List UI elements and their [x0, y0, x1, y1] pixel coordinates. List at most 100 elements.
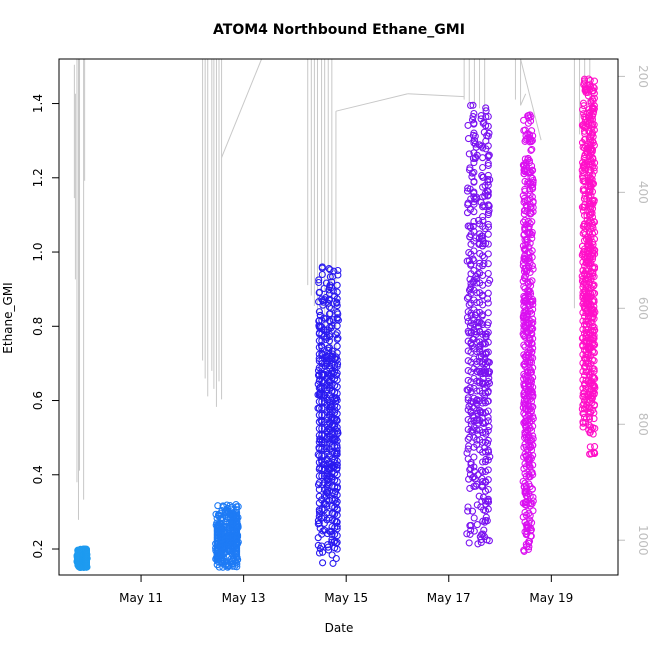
- data-point: [229, 509, 237, 517]
- data-point: [529, 373, 537, 382]
- data-point: [470, 227, 478, 235]
- data-point: [587, 423, 595, 431]
- data-point: [587, 83, 595, 91]
- data-point: [521, 126, 529, 134]
- data-point: [318, 337, 326, 345]
- data-point: [521, 137, 529, 145]
- data-point: [588, 179, 597, 187]
- data-point: [590, 382, 598, 390]
- data-point: [580, 75, 589, 83]
- data-point: [466, 522, 474, 530]
- data-point: [319, 301, 327, 309]
- data-point: [333, 410, 341, 418]
- data-point: [314, 534, 322, 542]
- data-point: [580, 211, 589, 219]
- data-point: [473, 521, 481, 529]
- data-point: [588, 112, 597, 120]
- data-point: [590, 357, 598, 365]
- data-point: [529, 344, 537, 352]
- data-point: [318, 418, 326, 426]
- data-point: [528, 218, 536, 226]
- data-point: [333, 457, 341, 465]
- data-point: [320, 526, 328, 534]
- data-point: [587, 225, 595, 233]
- data-point: [524, 119, 532, 127]
- y-tick-label: 0.6: [31, 391, 45, 410]
- data-point: [484, 417, 492, 425]
- data-point: [323, 482, 331, 490]
- data-point: [464, 222, 472, 230]
- data-point: [333, 349, 341, 357]
- data-point: [526, 268, 534, 276]
- data-point: [519, 218, 528, 226]
- data-point: [484, 387, 492, 395]
- data-point: [464, 121, 472, 129]
- data-point: [233, 560, 241, 568]
- data-point: [473, 377, 481, 385]
- data-point: [586, 450, 594, 458]
- data-point: [333, 491, 341, 499]
- data-point: [580, 371, 589, 379]
- data-point: [529, 461, 537, 469]
- data-point: [529, 471, 537, 479]
- data-point: [318, 357, 326, 365]
- data-point: [473, 318, 481, 326]
- data-point: [587, 133, 595, 141]
- data-point: [218, 513, 227, 522]
- data-point: [529, 393, 537, 401]
- data-point: [315, 418, 323, 426]
- data-point: [580, 380, 589, 388]
- data-point: [521, 236, 529, 244]
- data-point: [587, 166, 595, 174]
- data-point: [521, 187, 529, 195]
- data-point: [585, 421, 593, 429]
- data-point: [333, 437, 341, 445]
- data-point: [527, 209, 535, 217]
- data-point: [521, 265, 529, 273]
- data-point: [529, 296, 537, 304]
- data-point: [484, 181, 492, 189]
- data-point: [480, 533, 488, 541]
- data-point: [470, 159, 478, 167]
- data-point: [480, 368, 488, 377]
- data-point: [580, 203, 589, 211]
- data-point: [580, 388, 589, 396]
- profile-line: [407, 93, 465, 98]
- data-point: [473, 407, 481, 415]
- data-point: [464, 503, 472, 511]
- data-point: [529, 383, 537, 391]
- y-tick-label: 1.0: [31, 242, 45, 261]
- data-point: [333, 322, 341, 330]
- data-point: [473, 397, 481, 405]
- data-point: [520, 546, 528, 554]
- y-tick-label: 1.4: [31, 94, 45, 113]
- data-point: [527, 427, 536, 435]
- data-point: [527, 436, 536, 444]
- data-point: [484, 498, 493, 506]
- data-point: [467, 101, 475, 110]
- data-point: [477, 466, 485, 474]
- data-point: [521, 255, 529, 263]
- data-point: [526, 190, 534, 199]
- data-point: [473, 289, 481, 297]
- data-point: [315, 398, 323, 406]
- data-point: [579, 393, 587, 401]
- data-point: [470, 188, 478, 196]
- data-point: [484, 368, 492, 376]
- data-point: [474, 540, 482, 548]
- data-point: [333, 356, 341, 364]
- data-point: [315, 465, 323, 473]
- data-point: [588, 104, 597, 112]
- data-point: [590, 315, 598, 323]
- data-point: [333, 545, 341, 553]
- data-point: [318, 377, 326, 385]
- data-point: [526, 512, 534, 520]
- data-point: [229, 560, 237, 568]
- data-point: [315, 278, 323, 287]
- data-point: [529, 451, 537, 459]
- data-point: [333, 430, 341, 438]
- data-point: [588, 171, 597, 179]
- data-point: [484, 397, 492, 405]
- data-point: [318, 343, 326, 351]
- data-point: [579, 317, 587, 325]
